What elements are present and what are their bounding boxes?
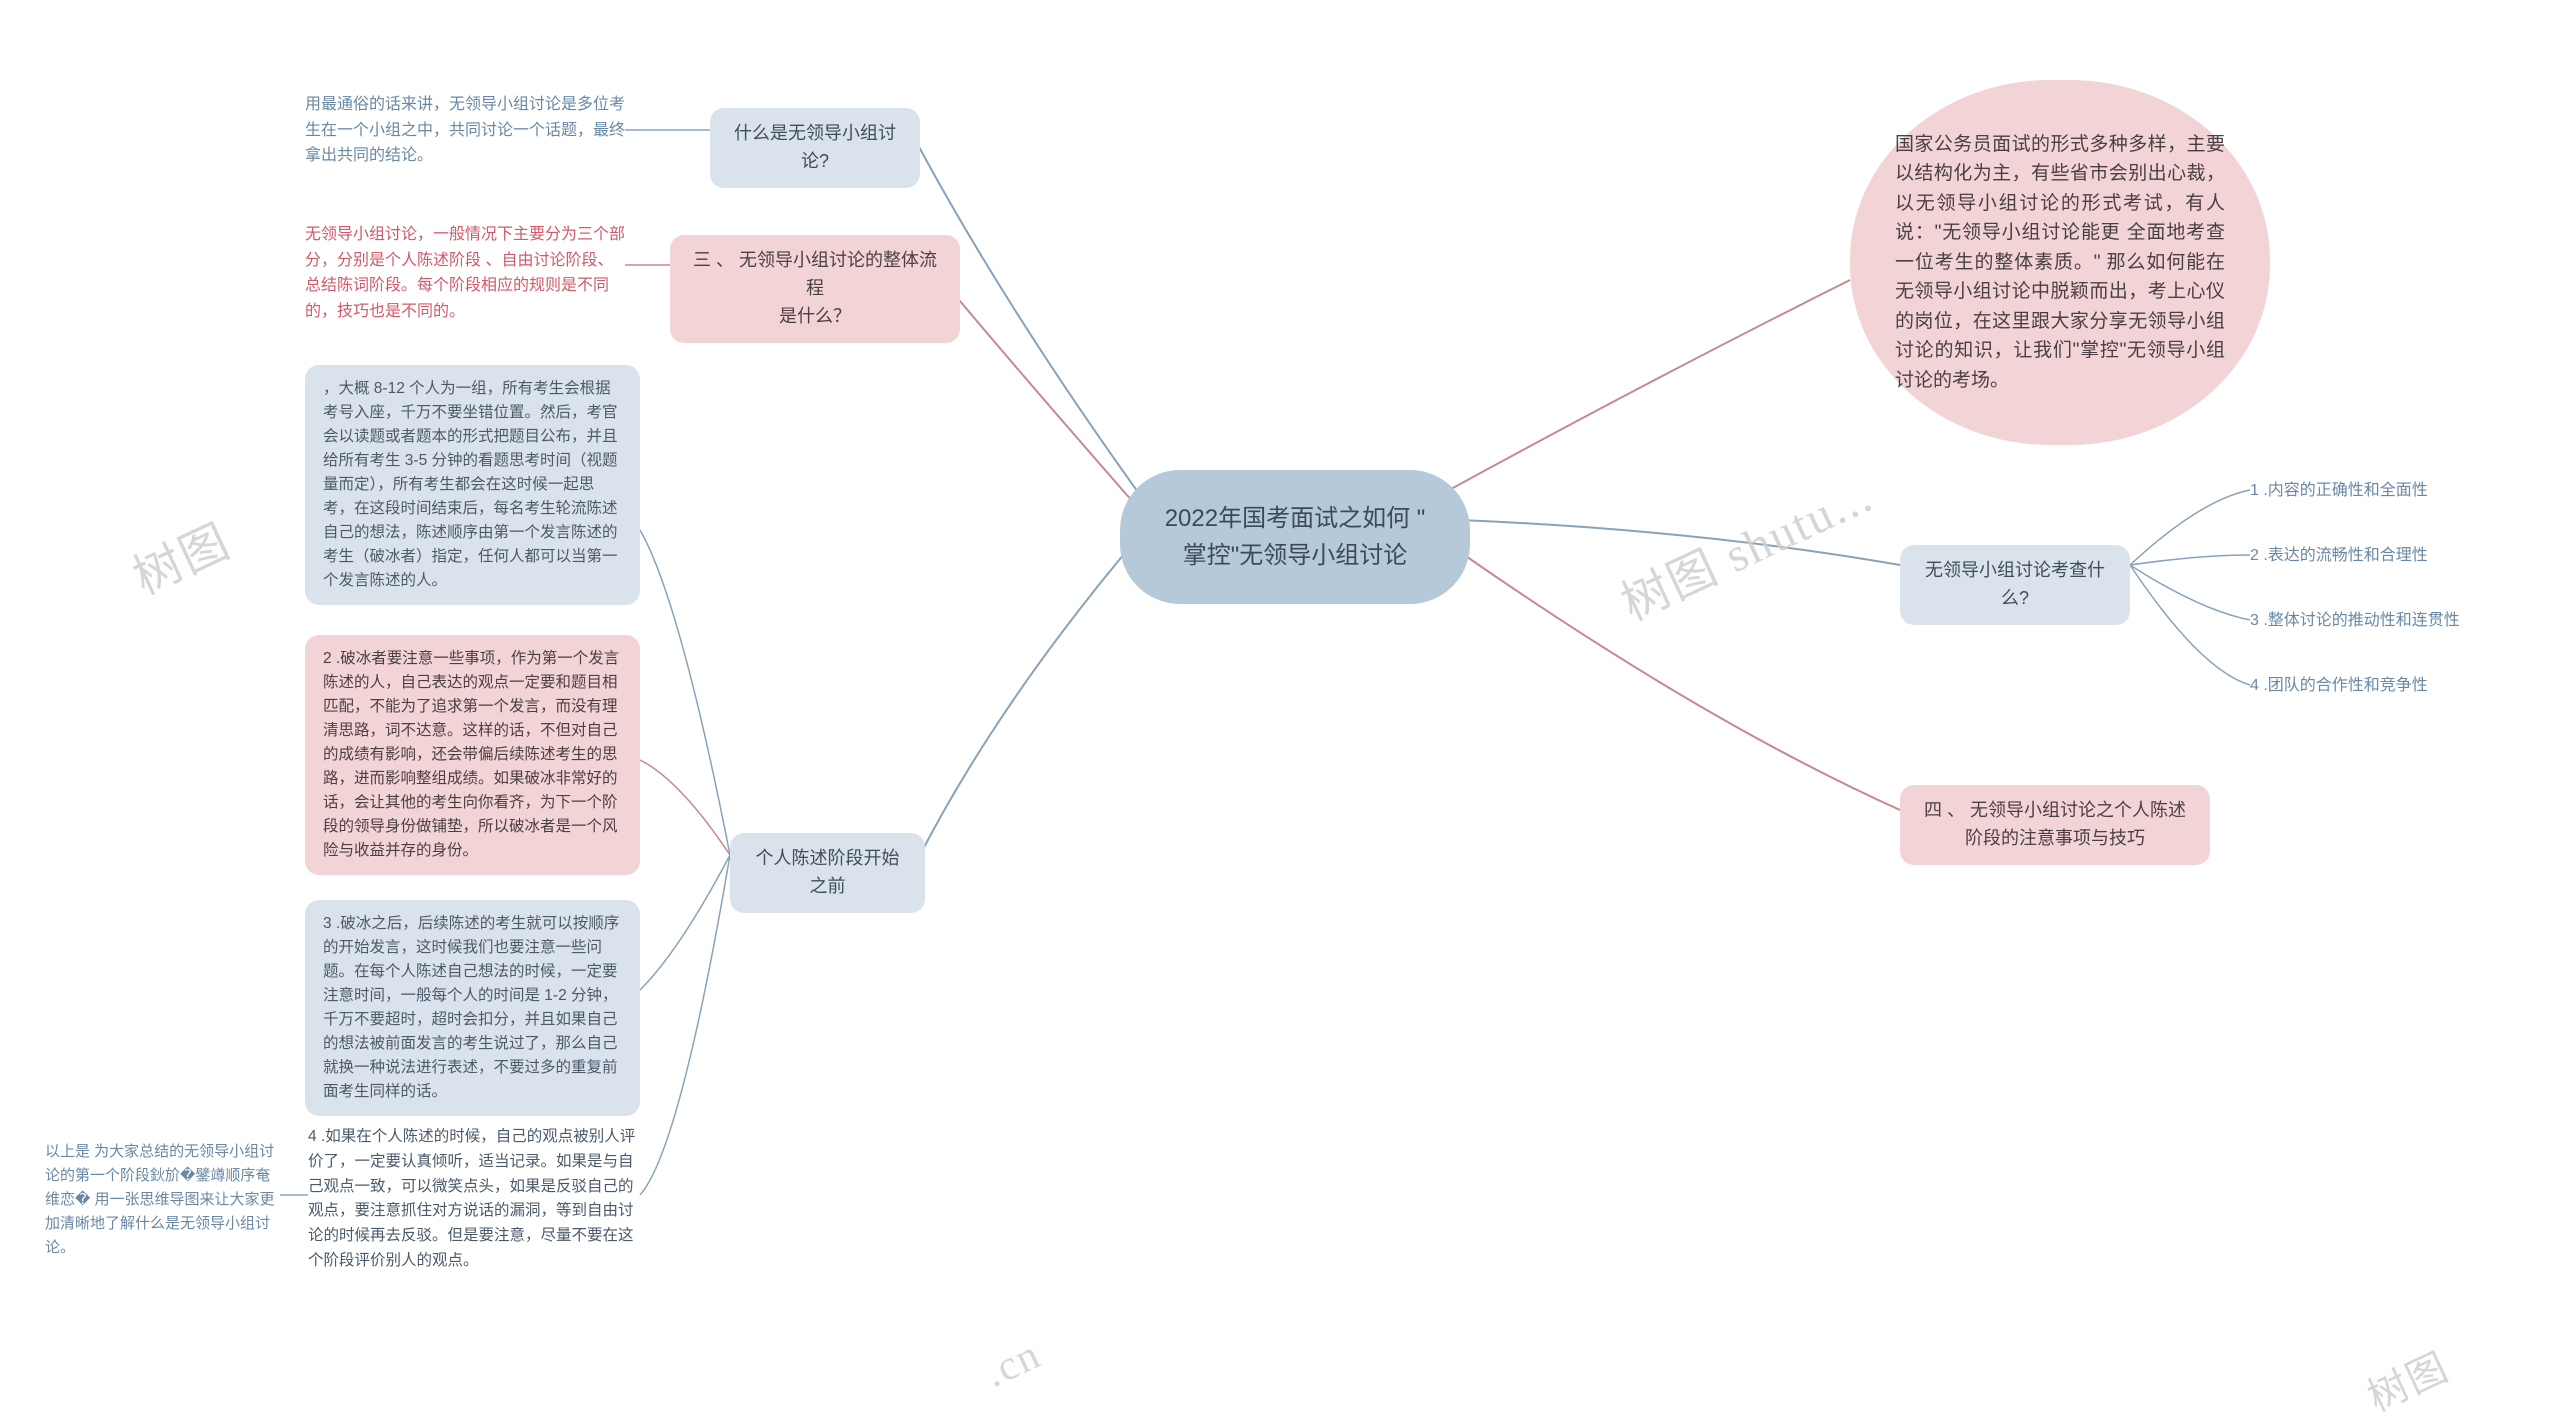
watermark-3: .cn xyxy=(977,1330,1048,1397)
right-intro: 国家公务员面试的形式多种多样，主要以结构化为主，有些省市会别出心裁，以无领导小组… xyxy=(1850,80,2270,445)
left-main-p4: 4 .如果在个人陈述的时候，自己的观点被别人评价了，一定要认真倾听，适当记录。如… xyxy=(308,1125,643,1274)
right-bottom-line2: 阶段的注意事项与技巧 xyxy=(1965,828,2145,848)
center-line2: 掌控"无领导小组讨论 xyxy=(1183,542,1408,569)
left-top1-title: 什么是无领导小组讨论? xyxy=(710,108,920,188)
left-top2-line1: 三 、 无领导小组讨论的整体流程 xyxy=(693,250,937,298)
right-bottom-line1: 四 、 无领导小组讨论之个人陈述 xyxy=(1924,800,2186,820)
left-main-title: 个人陈述阶段开始之前 xyxy=(730,833,925,913)
watermark-4: 树图 xyxy=(2357,1335,2458,1423)
right-bottom-node: 四 、 无领导小组讨论之个人陈述 阶段的注意事项与技巧 xyxy=(1900,785,2210,865)
left-main-p1: ，大概 8-12 个人为一组，所有考生会根据考号入座，千万不要坐错位置。然后，考… xyxy=(305,365,640,605)
center-line1: 2022年国考面试之如何 " xyxy=(1165,505,1426,532)
left-top2-line2: 是什么？ xyxy=(779,306,851,326)
left-top1-desc: 用最通俗的话来讲，无领导小组讨论是多位考生在一个小组之中，共同讨论一个话题，最终… xyxy=(305,92,625,169)
watermark-1: 树图 xyxy=(120,502,240,608)
watermark-2: 树图 shutu... xyxy=(1608,456,1882,634)
left-top2-desc: 无领导小组讨论，一般情况下主要分为三个部分，分别是个人陈述阶段 、自由讨论阶段、… xyxy=(305,222,625,324)
right-intro-text: 国家公务员面试的形式多种多样，主要以结构化为主，有些省市会别出心裁，以无领导小组… xyxy=(1895,134,2225,391)
exam-what-title: 无领导小组讨论考查什么? xyxy=(1900,545,2130,625)
left-main-p2: 2 .破冰者要注意一些事项，作为第一个发言陈述的人，自己表达的观点一定要和题目相… xyxy=(305,635,640,875)
exam-what-item-3: 3 .整体讨论的推动性和连贯性 xyxy=(2250,608,2460,634)
left-top2-title: 三 、 无领导小组讨论的整体流程 是什么？ xyxy=(670,235,960,343)
left-bottom-note: 以上是 为大家总结的无领导小组讨论的第一个阶段鈥斺�鐾竴顺序奄维恋� 用一张思维… xyxy=(45,1140,285,1260)
left-main-p3: 3 .破冰之后，后续陈述的考生就可以按顺序的开始发言，这时候我们也要注意一些问题… xyxy=(305,900,640,1116)
exam-what-item-2: 2 .表达的流畅性和合理性 xyxy=(2250,543,2428,569)
exam-what-item-4: 4 .团队的合作性和竞争性 xyxy=(2250,673,2428,699)
center-node: 2022年国考面试之如何 " 掌控"无领导小组讨论 xyxy=(1120,470,1470,604)
exam-what-item-1: 1 .内容的正确性和全面性 xyxy=(2250,478,2428,504)
